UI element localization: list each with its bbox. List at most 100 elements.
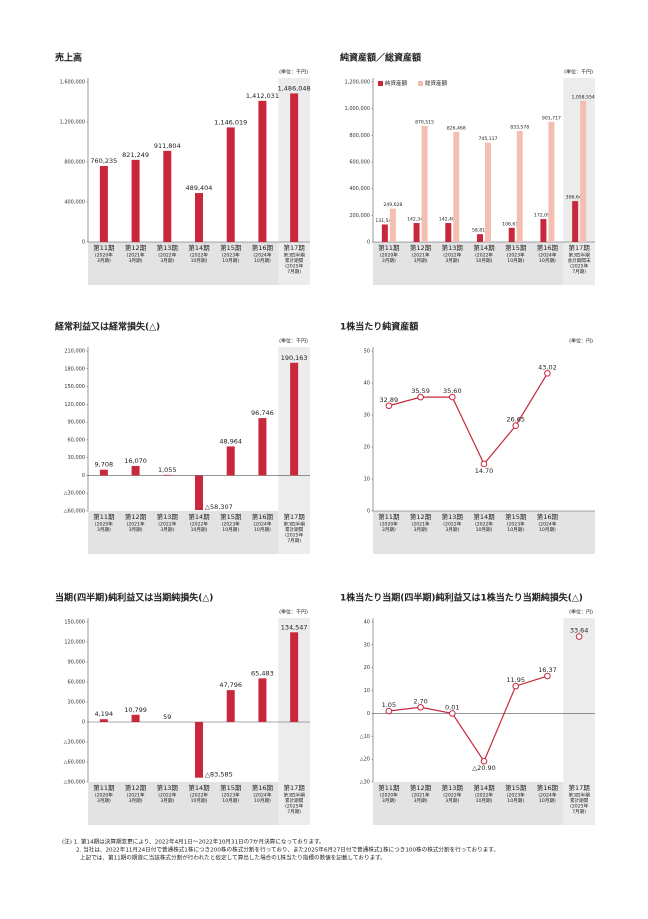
- category-note: (2023年: [222, 792, 240, 799]
- category-note: 第3四半期: [283, 521, 305, 528]
- line: [389, 676, 548, 761]
- point: [418, 704, 424, 710]
- data-label: 11.95: [506, 676, 525, 684]
- y-tick-label: 0: [367, 509, 370, 515]
- data-label: 1,412,031: [246, 92, 279, 100]
- data-label: 16.37: [538, 666, 557, 674]
- data-label: 35.60: [443, 387, 462, 395]
- x-tick-label: 第13期: [157, 243, 179, 252]
- bar: [290, 93, 298, 242]
- x-tick-label: 第14期: [473, 243, 495, 252]
- category-note: (2025年: [570, 263, 588, 270]
- data-label: 190,163: [281, 354, 308, 362]
- x-tick-label: 第13期: [442, 243, 464, 252]
- y-tick-label: 150,000: [64, 384, 85, 390]
- category-note: 3月期): [414, 527, 428, 533]
- data-label: 4,194: [95, 710, 114, 718]
- data-label: 870,515: [415, 119, 434, 125]
- bar: [163, 151, 171, 242]
- x-tick-label: 第17期: [284, 512, 306, 521]
- category-note: 10月期): [191, 527, 208, 533]
- category-note: (2025年: [285, 263, 303, 270]
- x-tick-label: 第16期: [537, 243, 559, 252]
- x-tick-label: 第11期: [93, 783, 115, 792]
- bar: [540, 219, 546, 242]
- category-note: (2021年: [412, 792, 430, 799]
- y-tick-label: 30,000: [68, 455, 86, 461]
- bar: [227, 446, 235, 475]
- data-label: 134,547: [281, 623, 308, 631]
- data-label: 32.89: [380, 396, 399, 404]
- category-note: 10月期): [507, 258, 524, 264]
- category-note: (2022年: [190, 252, 208, 259]
- bar: [100, 470, 108, 476]
- category-note: 10月期): [222, 798, 239, 804]
- y-tick-label: 120,000: [64, 402, 85, 408]
- data-label: 33.64: [570, 627, 589, 635]
- chart-title: 経常利益又は経常損失(△): [55, 321, 160, 333]
- category-note: 3月期): [382, 258, 396, 264]
- point: [481, 758, 487, 764]
- data-label: 48,964: [219, 437, 242, 445]
- data-label: △83,585: [205, 771, 233, 779]
- category-note: (2022年: [158, 792, 176, 799]
- category-note: 3月期): [445, 527, 459, 533]
- y-tick-label: 0: [82, 240, 85, 246]
- y-tick-label: 1,200,000: [60, 120, 85, 126]
- category-note: (2020年: [380, 521, 398, 528]
- category-note: (2021年: [127, 792, 145, 799]
- x-tick-label: 第12期: [410, 783, 432, 792]
- category-note: (2022年: [443, 252, 461, 259]
- category-note: 累計期間: [285, 526, 304, 533]
- category-note: 10月期): [191, 798, 208, 804]
- chart-title: 1株当たり純資産額: [340, 321, 418, 333]
- category-note: 10月期): [507, 527, 524, 533]
- bar: [414, 223, 420, 242]
- category-note: 第3四半期: [283, 252, 305, 259]
- bar: [163, 475, 171, 476]
- category-note: 3月期): [414, 798, 428, 804]
- y-tick-label: 600,000: [349, 160, 370, 166]
- x-tick-label: 第16期: [537, 512, 559, 521]
- bar: [422, 126, 428, 242]
- y-tick-label: 200,000: [349, 213, 370, 219]
- x-tick-label: 第12期: [125, 512, 147, 521]
- x-tick-label: 第15期: [505, 512, 527, 521]
- chart-title: 売上高: [55, 52, 82, 64]
- category-note: (2022年: [158, 252, 176, 259]
- category-note: (2021年: [412, 521, 430, 528]
- unit-label: (単位：千円): [279, 338, 308, 345]
- data-label: 826,468: [447, 125, 466, 131]
- y-tick-label: 800,000: [64, 160, 85, 166]
- category-note: (2020年: [95, 521, 113, 528]
- category-note: (2024年: [253, 521, 271, 528]
- category-note: (2021年: [127, 521, 145, 528]
- x-tick-label: 第11期: [93, 243, 115, 252]
- category-note: 10月期): [254, 527, 271, 533]
- category-note: (2021年: [127, 252, 145, 259]
- category-note: 累計期間: [570, 797, 589, 804]
- data-label: 2.70: [413, 697, 427, 705]
- bar: [195, 475, 203, 510]
- category-note: (2024年: [538, 792, 556, 799]
- y-tick-label: 50: [364, 349, 370, 355]
- point: [449, 394, 455, 400]
- bar: [258, 101, 266, 242]
- x-tick-label: 第15期: [505, 783, 527, 792]
- bar: [580, 101, 586, 242]
- x-tick-label: 第14期: [473, 783, 495, 792]
- y-tick-label: 30,000: [68, 700, 86, 706]
- y-tick-label: 30: [364, 642, 370, 648]
- bar: [517, 131, 523, 242]
- category-note: 10月期): [476, 798, 493, 804]
- y-tick-label: 40: [364, 381, 370, 387]
- category-note: 10月期): [539, 527, 556, 533]
- category-note: (2020年: [380, 252, 398, 259]
- x-tick-label: 第16期: [252, 783, 274, 792]
- data-label: 16,070: [124, 457, 147, 465]
- category-note: 3月期): [129, 258, 143, 264]
- category-note: (2024年: [253, 792, 271, 799]
- category-note: (2025年: [285, 532, 303, 539]
- data-label: 745,117: [479, 136, 498, 142]
